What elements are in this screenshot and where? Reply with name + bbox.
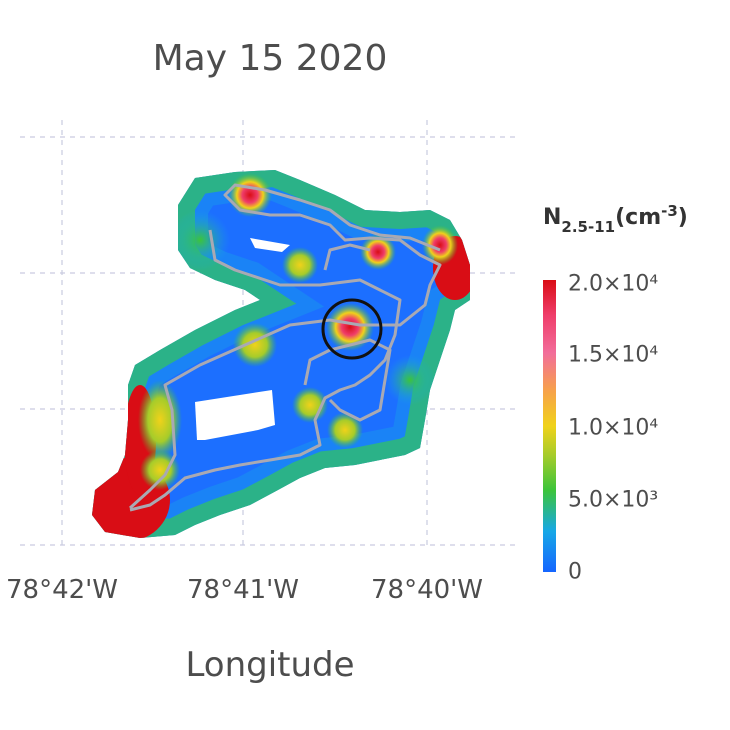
x-tick-label: 78°40'W [370,575,484,605]
colorbar-tick-label: 1.5×10⁴ [568,342,659,368]
flight-track [128,183,442,512]
x-axis-label: Longitude [185,645,355,685]
colorbar-title-main: N [543,205,562,230]
colorbar-tick-label: 5.0×10³ [568,487,659,513]
concentration-surface [92,170,470,538]
colorbar [543,280,556,572]
map-holes [195,238,290,440]
colorbar-title-subscript: 2.5-11 [561,218,616,236]
colorbar-tick-label: 0 [568,559,582,585]
colorbar-title-close: ) [677,205,688,230]
colorbar-title: N2.5-11(cm-3) [543,202,688,236]
chart-title: May 15 2020 [152,38,388,79]
colorbar-title-exponent: -3 [661,202,678,220]
colorbar-title-unit: (cm [615,205,662,230]
colorbar-tick-label: 1.0×10⁴ [568,415,659,441]
colorbar-tick-label: 2.0×10⁴ [568,271,659,297]
x-tick-label: 78°41'W [186,575,300,605]
hotspot-marker-circle [321,298,383,360]
x-tick-label: 78°42'W [5,575,119,605]
